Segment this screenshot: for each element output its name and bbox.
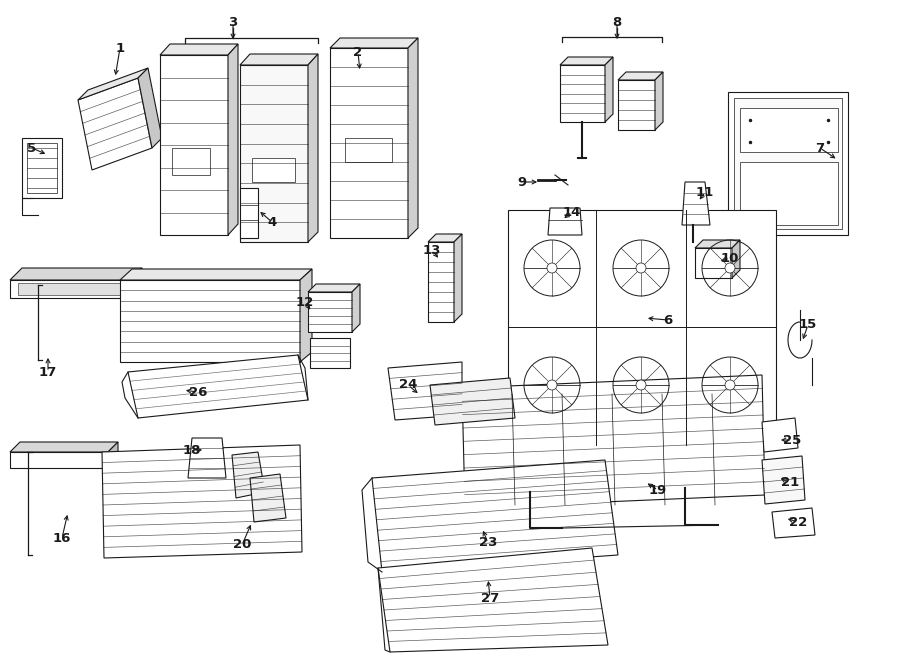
Polygon shape bbox=[695, 240, 740, 248]
Text: 9: 9 bbox=[518, 176, 526, 188]
Polygon shape bbox=[22, 138, 62, 198]
Text: 20: 20 bbox=[233, 539, 251, 551]
Circle shape bbox=[547, 263, 557, 273]
Polygon shape bbox=[732, 240, 740, 278]
Polygon shape bbox=[172, 148, 210, 175]
Polygon shape bbox=[310, 338, 350, 368]
Polygon shape bbox=[330, 48, 408, 238]
Polygon shape bbox=[228, 44, 238, 235]
Polygon shape bbox=[240, 54, 318, 65]
Polygon shape bbox=[734, 98, 842, 229]
Polygon shape bbox=[462, 375, 765, 508]
Polygon shape bbox=[120, 269, 312, 280]
Polygon shape bbox=[10, 280, 130, 298]
Polygon shape bbox=[160, 55, 228, 235]
Polygon shape bbox=[762, 456, 805, 504]
Text: 18: 18 bbox=[183, 444, 202, 457]
Polygon shape bbox=[252, 158, 295, 182]
Polygon shape bbox=[308, 284, 360, 292]
Text: 26: 26 bbox=[189, 385, 207, 399]
Text: 2: 2 bbox=[354, 46, 363, 59]
Polygon shape bbox=[18, 283, 122, 295]
Polygon shape bbox=[378, 548, 608, 652]
Polygon shape bbox=[605, 57, 613, 122]
Polygon shape bbox=[308, 54, 318, 242]
Polygon shape bbox=[695, 248, 732, 278]
Text: 23: 23 bbox=[479, 537, 497, 549]
Polygon shape bbox=[508, 210, 776, 445]
Text: 11: 11 bbox=[696, 186, 714, 198]
Text: 6: 6 bbox=[663, 313, 672, 327]
Text: 7: 7 bbox=[815, 141, 824, 155]
Text: 27: 27 bbox=[481, 592, 500, 605]
Text: 17: 17 bbox=[39, 366, 57, 379]
Polygon shape bbox=[428, 234, 462, 242]
Polygon shape bbox=[548, 208, 582, 235]
Text: 8: 8 bbox=[612, 15, 622, 28]
Polygon shape bbox=[120, 280, 300, 362]
Polygon shape bbox=[10, 268, 142, 280]
Polygon shape bbox=[728, 92, 848, 235]
Polygon shape bbox=[232, 452, 265, 498]
Polygon shape bbox=[10, 452, 108, 468]
Text: 25: 25 bbox=[783, 434, 801, 446]
Polygon shape bbox=[102, 445, 302, 558]
Text: 13: 13 bbox=[423, 243, 441, 256]
Text: 10: 10 bbox=[721, 251, 739, 264]
Text: 1: 1 bbox=[115, 42, 124, 54]
Polygon shape bbox=[560, 57, 613, 65]
Polygon shape bbox=[300, 269, 312, 362]
Polygon shape bbox=[160, 44, 238, 55]
Circle shape bbox=[636, 263, 646, 273]
Text: 16: 16 bbox=[53, 531, 71, 545]
Polygon shape bbox=[308, 292, 352, 332]
Polygon shape bbox=[454, 234, 462, 322]
Polygon shape bbox=[762, 418, 798, 452]
Polygon shape bbox=[345, 138, 392, 162]
Polygon shape bbox=[388, 362, 462, 420]
Text: 14: 14 bbox=[562, 206, 581, 219]
Text: 15: 15 bbox=[799, 319, 817, 332]
Polygon shape bbox=[250, 474, 286, 522]
Polygon shape bbox=[78, 68, 148, 100]
Text: 12: 12 bbox=[296, 295, 314, 309]
Polygon shape bbox=[128, 355, 308, 418]
Polygon shape bbox=[372, 460, 618, 572]
Polygon shape bbox=[772, 508, 815, 538]
Circle shape bbox=[725, 380, 735, 390]
Text: 22: 22 bbox=[789, 516, 807, 529]
Polygon shape bbox=[408, 38, 418, 238]
Polygon shape bbox=[188, 438, 226, 478]
Text: 19: 19 bbox=[649, 483, 667, 496]
Polygon shape bbox=[330, 38, 418, 48]
Polygon shape bbox=[352, 284, 360, 332]
Polygon shape bbox=[740, 108, 838, 152]
Polygon shape bbox=[108, 442, 118, 468]
Text: 3: 3 bbox=[229, 15, 238, 28]
Polygon shape bbox=[740, 162, 838, 225]
Polygon shape bbox=[78, 78, 152, 170]
Circle shape bbox=[725, 263, 735, 273]
Text: 21: 21 bbox=[781, 477, 799, 490]
Polygon shape bbox=[618, 72, 663, 80]
Circle shape bbox=[636, 380, 646, 390]
Polygon shape bbox=[240, 65, 308, 242]
Circle shape bbox=[547, 380, 557, 390]
Polygon shape bbox=[428, 242, 454, 322]
Polygon shape bbox=[130, 268, 142, 298]
Polygon shape bbox=[682, 182, 710, 225]
Text: 24: 24 bbox=[399, 379, 418, 391]
Text: 4: 4 bbox=[267, 215, 276, 229]
Polygon shape bbox=[240, 188, 258, 238]
Polygon shape bbox=[560, 65, 605, 122]
Polygon shape bbox=[655, 72, 663, 130]
Polygon shape bbox=[618, 80, 655, 130]
Polygon shape bbox=[138, 68, 162, 148]
Polygon shape bbox=[27, 143, 57, 193]
Polygon shape bbox=[10, 442, 118, 452]
Polygon shape bbox=[430, 378, 515, 425]
Text: 5: 5 bbox=[27, 141, 37, 155]
